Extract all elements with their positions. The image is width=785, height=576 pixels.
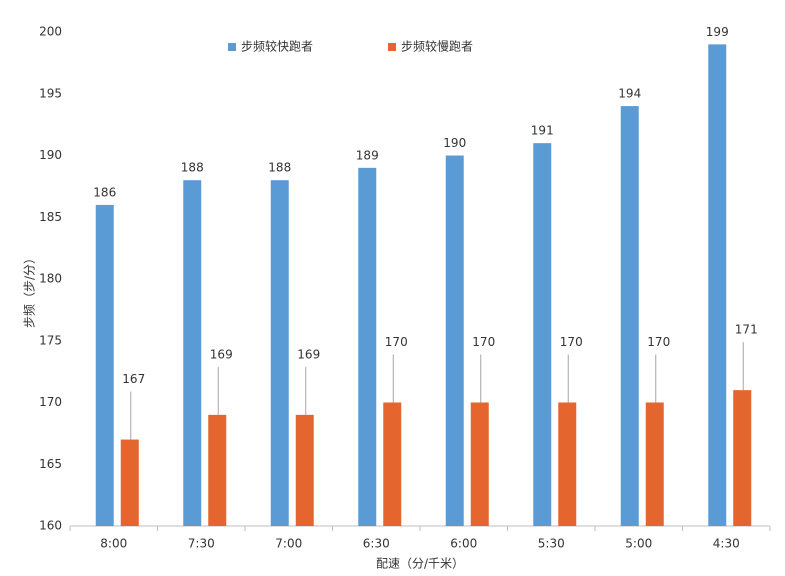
y-tick-label: 185 (39, 210, 62, 224)
y-tick-label: 160 (39, 519, 62, 533)
y-tick-label: 175 (39, 333, 62, 347)
data-label: 186 (93, 185, 116, 199)
legend-swatch (228, 43, 236, 51)
data-label: 194 (618, 87, 641, 101)
x-tick-label: 8:00 (100, 537, 127, 551)
x-tick-label: 6:30 (363, 537, 390, 551)
data-label: 169 (210, 347, 233, 361)
data-label: 169 (297, 347, 320, 361)
bar (208, 414, 227, 526)
bar (733, 390, 752, 526)
bar (183, 180, 202, 526)
data-label: 170 (385, 335, 408, 349)
data-label: 189 (356, 148, 379, 162)
bar (270, 180, 289, 526)
data-label: 199 (706, 25, 729, 39)
x-tick-label: 5:30 (538, 537, 565, 551)
bar (120, 439, 139, 526)
bar (470, 402, 489, 526)
bar (295, 414, 314, 526)
bar (358, 167, 377, 526)
y-tick-label: 200 (39, 25, 62, 39)
bar (708, 44, 727, 526)
data-label: 191 (531, 124, 554, 138)
bar (445, 155, 464, 526)
bar (620, 106, 639, 526)
legend-label: 步频较快跑者 (241, 39, 313, 54)
legend-swatch (388, 43, 396, 51)
bar (558, 402, 577, 526)
data-label: 171 (735, 323, 758, 337)
y-tick-label: 190 (39, 148, 62, 162)
data-label: 170 (560, 335, 583, 349)
data-label: 188 (268, 161, 291, 175)
y-axis-title: 步频（步/分） (23, 252, 37, 328)
x-tick-label: 5:00 (625, 537, 652, 551)
x-tick-label: 4:30 (713, 537, 740, 551)
data-label: 188 (181, 161, 204, 175)
x-axis-title: 配速（分/千米） (376, 557, 464, 571)
bar (383, 402, 402, 526)
bar (95, 204, 114, 526)
data-label: 167 (122, 372, 145, 386)
x-tick-label: 7:00 (275, 537, 302, 551)
y-tick-label: 180 (39, 272, 62, 286)
y-tick-label: 165 (39, 457, 62, 471)
legend-label: 步频较慢跑者 (401, 39, 473, 54)
data-label: 170 (472, 335, 495, 349)
x-tick-label: 7:30 (188, 537, 215, 551)
y-tick-label: 195 (39, 86, 62, 100)
data-label: 170 (647, 335, 670, 349)
bar (533, 143, 552, 526)
bar (645, 402, 664, 526)
data-label: 190 (443, 136, 466, 150)
y-tick-label: 170 (39, 395, 62, 409)
x-tick-label: 6:00 (450, 537, 477, 551)
